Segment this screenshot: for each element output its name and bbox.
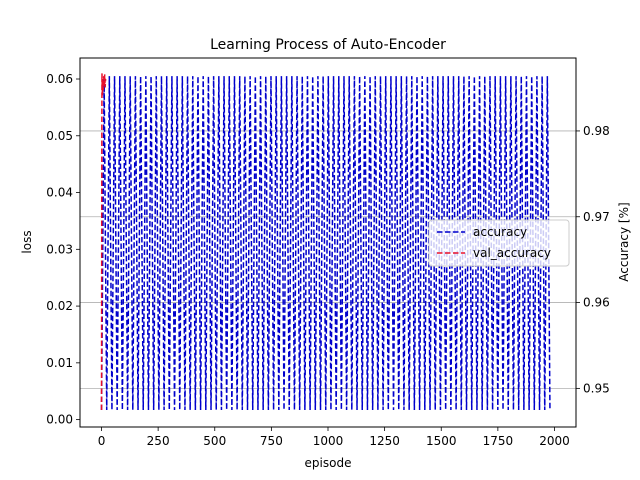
x-tick-label-5: 1250	[369, 434, 400, 448]
y-tick-label-4: 0.04	[46, 186, 73, 200]
y-tick-label-3: 0.03	[46, 242, 73, 256]
y2-tick-label-0: 0.95	[583, 381, 610, 395]
y2-tick-label-1: 0.96	[583, 296, 610, 310]
x-axis-label: episode	[305, 456, 352, 470]
y2-axis-label: Accuracy [%]	[617, 202, 631, 281]
chart-title: Learning Process of Auto-Encoder	[210, 37, 446, 53]
legend-label-val-accuracy: val_accuracy	[473, 246, 551, 260]
x-tick-label-3: 750	[260, 434, 283, 448]
right-y-axis: 0.95 0.96 0.97 0.98	[576, 124, 610, 395]
y-tick-label-5: 0.05	[46, 129, 73, 143]
plot-area	[100, 73, 551, 410]
x-tick-label-6: 1500	[426, 434, 457, 448]
x-axis: 0 250 500 750 1000 1250 1500 1750 2000	[98, 427, 570, 448]
y-axis-label: loss	[20, 230, 34, 253]
legend: accuracy val_accuracy	[428, 219, 570, 267]
series-line-val-accuracy	[100, 73, 107, 410]
y2-tick-label-3: 0.98	[583, 124, 610, 138]
y-tick-label-0: 0.00	[46, 413, 73, 427]
y2-tick-label-2: 0.97	[583, 210, 610, 224]
x-tick-label-1: 250	[147, 434, 170, 448]
series-line-accuracy	[100, 76, 551, 410]
x-tick-label-2: 500	[203, 434, 226, 448]
x-tick-label-4: 1000	[313, 434, 344, 448]
y-tick-label-2: 0.02	[46, 299, 73, 313]
x-tick-label-7: 1750	[483, 434, 514, 448]
legend-label-accuracy: accuracy	[473, 225, 527, 239]
x-tick-label-0: 0	[98, 434, 106, 448]
x-tick-label-8: 2000	[539, 434, 570, 448]
y-tick-label-6: 0.06	[46, 72, 73, 86]
y-tick-label-1: 0.01	[46, 356, 73, 370]
left-y-axis: 0.00 0.01 0.02 0.03 0.04 0.05 0.06	[46, 72, 80, 427]
